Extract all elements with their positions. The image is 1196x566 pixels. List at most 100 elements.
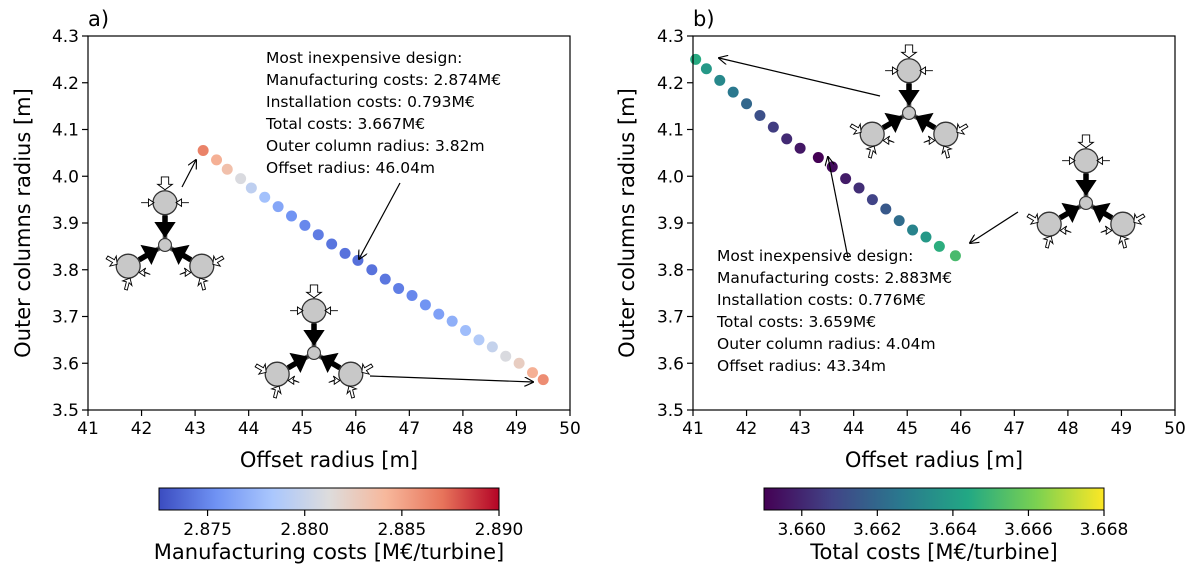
panel-a-xtick-label: 43	[184, 419, 206, 439]
panel-b-data-point	[840, 173, 852, 185]
floater-sketch-icon	[255, 285, 373, 398]
panel-b-annotation-line: Outer column radius: 4.04m	[717, 335, 936, 353]
panel-b-scatter	[690, 53, 961, 262]
panel-a-data-point	[197, 145, 209, 157]
panel-a-data-point	[366, 264, 378, 276]
panel-a-data-point	[460, 325, 472, 337]
panel-b-frame	[692, 35, 1176, 411]
panel-a-ytick-label: 3.8	[52, 261, 79, 281]
panel-b-xtick-label: 42	[736, 419, 758, 439]
panel-a-data-point	[513, 357, 525, 369]
panel-b-data-point	[866, 194, 878, 206]
panel-a-data-point	[433, 308, 445, 320]
panel-a-data-point	[211, 154, 223, 166]
panel-a-ytick-label: 4.2	[52, 74, 79, 94]
panel-b-xtick-label: 44	[843, 419, 865, 439]
panel-b-upper-arrow	[719, 58, 881, 97]
panel-a-annotation-line: Manufacturing costs: 2.874M€	[266, 71, 501, 89]
colorbar-tick-label: 2.875	[183, 520, 232, 540]
panel-a-ytick-label: 3.7	[52, 308, 79, 328]
panel-a-optimum-arrow	[359, 182, 401, 259]
panel-a-data-point	[259, 191, 271, 203]
panel-b-data-point	[893, 215, 905, 227]
panel-b-data-point	[727, 86, 739, 98]
panel-b-xlabel: Offset radius [m]	[845, 448, 1023, 472]
panel-a-data-point	[339, 247, 351, 259]
panel-a-data-point	[393, 282, 405, 294]
panel-a-ytick-label: 4.3	[52, 27, 79, 47]
panel-b-data-point	[700, 63, 712, 75]
panel-a-data-point	[527, 367, 539, 379]
panel-a-data-point	[326, 238, 338, 250]
panel-b-ytick-label: 3.9	[657, 214, 684, 234]
panel-b-data-point	[767, 121, 779, 133]
colorbar-a-label: Manufacturing costs [M€/turbine]	[154, 540, 504, 564]
panel-b-annotation-line: Installation costs: 0.776M€	[717, 291, 926, 309]
panel-b-ytick-label: 3.7	[657, 308, 684, 328]
panel-a-scatter	[197, 145, 549, 386]
panel-a-data-point	[352, 254, 364, 266]
panel-b-data-point	[812, 152, 824, 164]
panel-b-xtick-label: 49	[1111, 419, 1133, 439]
panel-b-xtick-label: 41	[682, 419, 704, 439]
panel-b-ylabel: Outer columns radius [m]	[615, 88, 639, 358]
panel-b-label: b)	[693, 7, 715, 31]
colorbar-tick-label: 3.666	[1004, 520, 1053, 540]
panel-a-annotation-line: Total costs: 3.667M€	[265, 115, 425, 133]
panel-b-annotation-line: Most inexpensive design:	[717, 247, 913, 265]
colorbar-b-label: Total costs [M€/turbine]	[809, 540, 1057, 564]
colorbar-a-ticks: 2.875 2.880 2.885 2.890	[183, 510, 523, 540]
colorbar-tick-label: 3.662	[853, 520, 902, 540]
panel-a-lower-arrow	[369, 375, 533, 382]
panel-b-data-point	[794, 142, 806, 154]
colorbar-a-bar	[158, 487, 500, 511]
colorbar-tick-label: 2.880	[280, 520, 329, 540]
panel-b-data-point	[933, 240, 945, 252]
panel-b-data-point	[907, 224, 919, 236]
panel-a-xtick-label: 50	[559, 419, 581, 439]
colorbar-tick-label: 2.890	[475, 520, 524, 540]
panel-b-axes: 41 42 43 44 45 46 47 48 49 50 3.5 3.6 3.7 3.8 3.9 4.0 4.…	[657, 27, 1186, 439]
panel-b-data-point	[880, 203, 892, 215]
panel-b-data-point	[949, 250, 961, 262]
panel-b-xtick-label: 50	[1164, 419, 1186, 439]
panel-b-data-point	[741, 98, 753, 110]
panel-a-data-point	[312, 229, 324, 241]
panel-b-ytick-label: 3.8	[657, 261, 684, 281]
panel-a-ytick-label: 3.6	[52, 354, 79, 374]
panel-b-ytick-label: 4.0	[657, 167, 684, 187]
panel-b-xtick-label: 47	[1004, 419, 1026, 439]
panel-b-data-point	[920, 231, 932, 243]
panel-a-data-point	[537, 374, 549, 386]
panel-a-xtick-label: 41	[77, 419, 99, 439]
panel-a-axes: 41 42 43 44 45 46 47 48 49 50 3.5 3.6 3.7 3.8 3.9 4.0 4.…	[52, 27, 581, 439]
panel-a-data-point	[299, 219, 311, 231]
panel-a-data-point	[379, 273, 391, 285]
colorbar-b: 3.660 3.662 3.664 3.666 3.668 Total costs [M…	[763, 487, 1128, 564]
colorbar-tick-label: 2.885	[378, 520, 427, 540]
panel-b-ytick-label: 3.6	[657, 354, 684, 374]
panel-b-annotation-line: Total costs: 3.659M€	[716, 313, 876, 331]
floater-sketch-icon	[106, 177, 224, 290]
panel-b-data-point	[714, 74, 726, 86]
panel-b-xtick-label: 46	[950, 419, 972, 439]
panel-b-xtick-label: 48	[1057, 419, 1079, 439]
panel-b-lower-arrow	[970, 211, 1019, 243]
panel-a-annotation: Most inexpensive design: Manufacturing c…	[265, 49, 501, 177]
panel-a-annotation-line: Outer column radius: 3.82m	[266, 137, 485, 155]
panel-a-data-point	[245, 182, 257, 194]
panel-a-ytick-label: 3.9	[52, 214, 79, 234]
panel-a: a) 41 42 43 44 45 46 47 48 49 50 3.5 3.6 3.7 3.8 3.9 4.…	[11, 7, 581, 472]
panel-b-data-point	[690, 53, 702, 65]
panel-a-data-point	[406, 289, 418, 301]
panel-a-annotation-line: Offset radius: 46.04m	[266, 159, 435, 177]
panel-a-data-point	[500, 350, 512, 362]
panel-a-xtick-label: 44	[238, 419, 260, 439]
panel-a-label: a)	[88, 7, 109, 31]
panel-a-xlabel: Offset radius [m]	[240, 448, 418, 472]
panel-a-data-point	[419, 299, 431, 311]
colorbar-b-bar	[763, 487, 1105, 511]
panel-a-data-point	[286, 210, 298, 222]
panel-a-ytick-label: 3.5	[52, 401, 79, 421]
